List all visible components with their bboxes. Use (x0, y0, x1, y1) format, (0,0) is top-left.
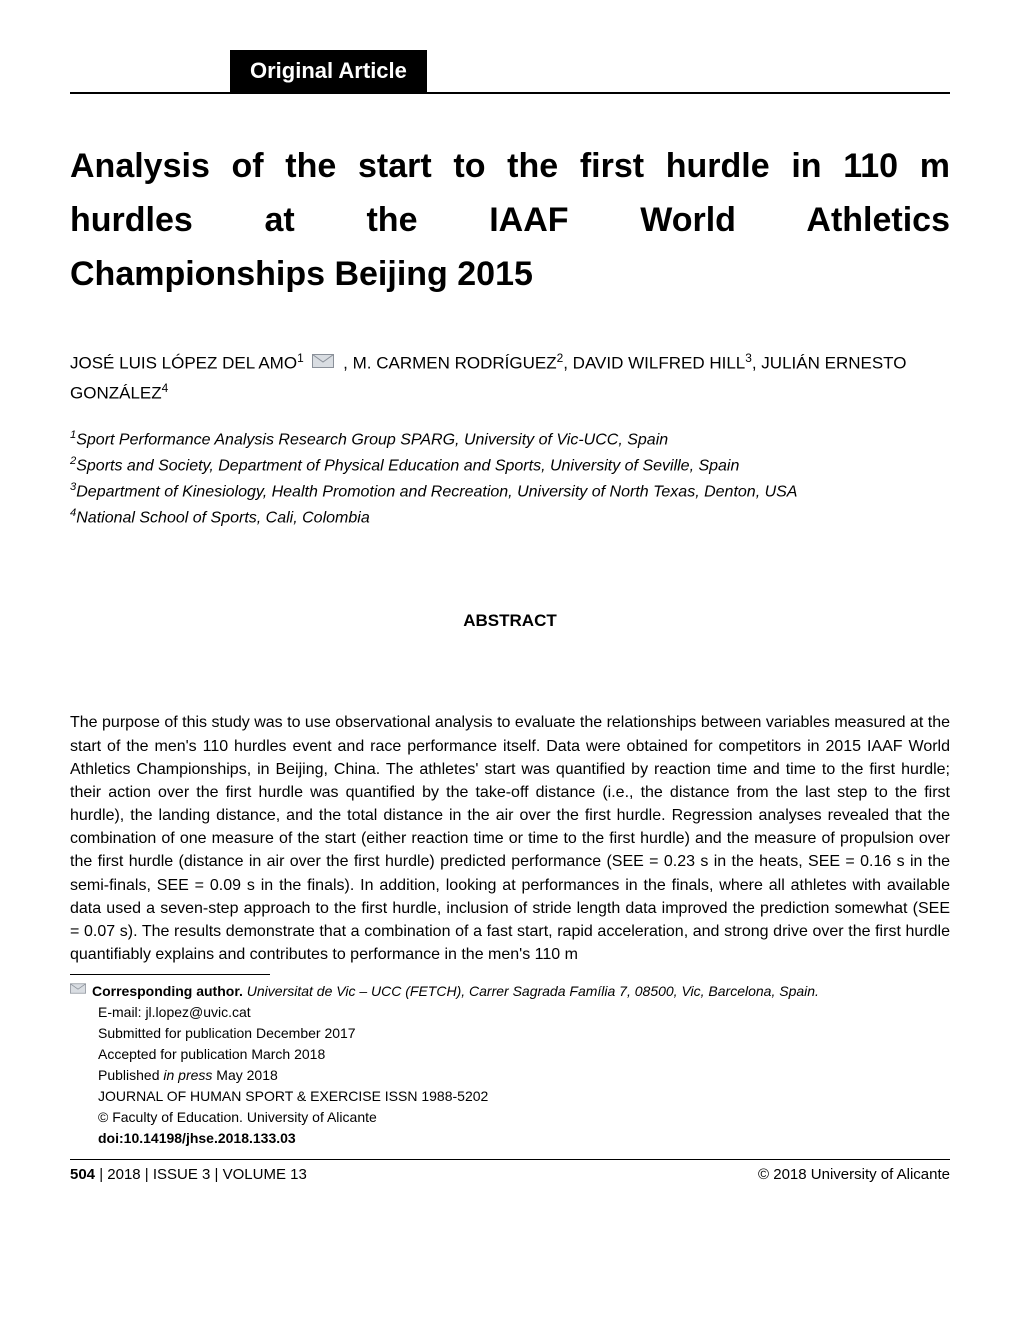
published-prefix: Published (98, 1067, 163, 1083)
abstract-body: The purpose of this study was to use obs… (70, 711, 950, 966)
badge-underline (70, 92, 950, 94)
footer-issue: | 2018 | ISSUE 3 | VOLUME 13 (95, 1166, 307, 1183)
page-number: 504 (70, 1166, 95, 1183)
envelope-icon (312, 349, 334, 378)
footnote-accepted: Accepted for publication March 2018 (70, 1044, 950, 1065)
abstract-heading: ABSTRACT (70, 611, 950, 631)
footnote-published: Published in press May 2018 (70, 1065, 950, 1086)
article-title-line3: Championships Beijing 2015 (70, 252, 950, 298)
corresponding-label: Corresponding author. (92, 983, 243, 999)
envelope-icon (70, 983, 86, 994)
author-3: , DAVID WILFRED HILL (563, 353, 745, 372)
article-type-badge: Original Article (70, 50, 950, 92)
corresponding-text: Universitat de Vic – UCC (FETCH), Carrer… (243, 983, 819, 999)
published-suffix: May 2018 (212, 1067, 277, 1083)
article-title-line1: Analysis of the start to the first hurdl… (70, 144, 950, 190)
author-2: , M. CARMEN RODRÍGUEZ (343, 353, 556, 372)
corresponding-author-line: Corresponding author. Universitat de Vic… (70, 981, 950, 1002)
footer-right: © 2018 University of Alicante (758, 1166, 950, 1183)
affiliation-1: 1Sport Performance Analysis Research Gro… (70, 427, 950, 453)
footnote-email: E-mail: jl.lopez@uvic.cat (70, 1002, 950, 1023)
author-1: JOSÉ LUIS LÓPEZ DEL AMO (70, 353, 297, 372)
affiliation-4: 4National School of Sports, Cali, Colomb… (70, 505, 950, 531)
affiliation-3-text: Department of Kinesiology, Health Promot… (76, 483, 797, 500)
footnote-block: Corresponding author. Universitat de Vic… (70, 981, 950, 1149)
footnote-copyright: © Faculty of Education. University of Al… (70, 1107, 950, 1128)
doi-text: doi:10.14198/jhse.2018.133.03 (98, 1130, 296, 1146)
footnote-journal: JOURNAL OF HUMAN SPORT & EXERCISE ISSN 1… (70, 1086, 950, 1107)
author-1-sup: 1 (297, 351, 304, 365)
footnote-divider (70, 974, 270, 975)
page-footer: 504 | 2018 | ISSUE 3 | VOLUME 13 © 2018 … (70, 1159, 950, 1183)
footnote-submitted: Submitted for publication December 2017 (70, 1023, 950, 1044)
published-italic: in press (163, 1067, 212, 1083)
affiliation-1-text: Sport Performance Analysis Research Grou… (76, 431, 668, 448)
affiliation-2: 2Sports and Society, Department of Physi… (70, 453, 950, 479)
footnote-doi: doi:10.14198/jhse.2018.133.03 (70, 1128, 950, 1149)
author-4-sup: 4 (162, 381, 169, 395)
affiliation-3: 3Department of Kinesiology, Health Promo… (70, 479, 950, 505)
author-3-sup: 3 (745, 351, 752, 365)
footer-left: 504 | 2018 | ISSUE 3 | VOLUME 13 (70, 1166, 307, 1183)
authors-block: JOSÉ LUIS LÓPEZ DEL AMO1 , M. CARMEN ROD… (70, 348, 950, 409)
badge-label: Original Article (230, 50, 427, 92)
affiliations-block: 1Sport Performance Analysis Research Gro… (70, 427, 950, 532)
article-title-line2: hurdles at the IAAF World Athletics (70, 198, 950, 244)
affiliation-2-text: Sports and Society, Department of Physic… (76, 457, 739, 474)
affiliation-4-text: National School of Sports, Cali, Colombi… (76, 510, 369, 527)
